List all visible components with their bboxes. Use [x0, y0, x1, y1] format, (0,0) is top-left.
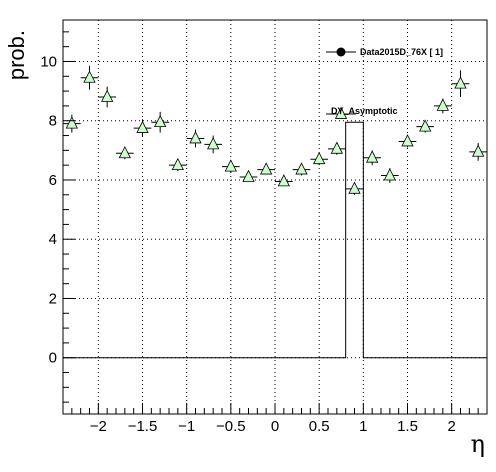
y-tick-label: 4: [49, 231, 57, 248]
data-point: [133, 119, 152, 138]
x-tick-label: −1: [178, 418, 195, 435]
data-point: [116, 145, 134, 160]
data-points: [63, 65, 487, 195]
triangle-marker: [330, 141, 343, 154]
triangle-marker: [348, 181, 361, 194]
legend: Data2015D_76X [ 1] DY_Asymptotic: [326, 47, 443, 119]
legend-entry-data: Data2015D_76X [ 1]: [326, 47, 443, 57]
triangle-marker: [295, 162, 308, 175]
legend-circle-marker: [336, 47, 346, 57]
x-tick-label: 1: [359, 418, 367, 435]
data-point: [63, 114, 81, 133]
y-tick-label: 0: [49, 350, 57, 367]
data-point: [328, 141, 346, 155]
tick-labels: −2 −1.5 −1 −0.5 0 0.5 1 1.5 2 0 2 4 6 8 10: [40, 53, 456, 435]
y-tick-label: 8: [49, 113, 57, 130]
data-point: [292, 162, 311, 176]
data-point: [416, 119, 434, 133]
y-tick-label: 2: [49, 290, 57, 307]
data-point: [151, 111, 169, 133]
data-point: [381, 168, 399, 183]
data-point: [239, 169, 258, 182]
data-point: [222, 159, 240, 173]
data-point: [310, 151, 328, 166]
data-point: [345, 181, 364, 195]
triangle-marker: [472, 144, 485, 157]
x-tick-label: −0.5: [216, 418, 246, 435]
triangle-marker: [189, 131, 202, 144]
legend-entry-dy-asymptotic: DY_Asymptotic: [326, 106, 398, 119]
x-tick-label: −2: [90, 418, 107, 435]
data-point: [204, 135, 222, 154]
legend-triangle-marker: [334, 106, 348, 119]
data-point: [80, 65, 99, 90]
x-axis-label: η: [471, 430, 485, 458]
triangle-marker: [224, 159, 237, 172]
data-point: [257, 162, 275, 175]
triangle-marker: [277, 174, 290, 187]
triangle-marker: [419, 119, 432, 132]
data-point: [398, 134, 417, 148]
triangle-marker: [207, 137, 220, 150]
triangle-marker: [401, 134, 414, 147]
x-tick-label: 0.5: [309, 418, 330, 435]
legend-label: Data2015D_76X [ 1]: [360, 47, 443, 57]
x-tick-label: −1.5: [128, 418, 158, 435]
triangle-marker: [242, 169, 255, 182]
triangle-marker: [171, 157, 184, 171]
y-axis-label: prob.: [4, 30, 29, 80]
triangle-marker: [65, 116, 78, 129]
triangle-marker: [136, 120, 149, 133]
axis-ticks: [63, 31, 488, 414]
x-tick-label: 1.5: [397, 418, 418, 435]
data-point: [186, 129, 205, 148]
x-tick-label: 2: [447, 418, 455, 435]
data-point: [275, 174, 293, 187]
triangle-marker: [313, 151, 326, 165]
triangle-marker: [118, 145, 131, 159]
triangle-marker: [83, 70, 96, 83]
data-point: [469, 142, 487, 161]
histogram-step: [63, 121, 487, 359]
data-point: [98, 86, 116, 108]
legend-label: DY_Asymptotic: [331, 106, 398, 116]
y-tick-label: 10: [40, 53, 57, 70]
triangle-marker: [101, 89, 114, 102]
data-point: [451, 70, 470, 98]
triangle-marker: [454, 76, 467, 89]
data-point: [169, 157, 187, 172]
data-point: [363, 150, 381, 166]
triangle-marker: [436, 98, 449, 111]
triangle-marker: [260, 162, 273, 175]
triangle-marker: [383, 168, 396, 181]
data-point: [434, 98, 452, 114]
x-tick-label: 0: [271, 418, 279, 435]
triangle-marker: [366, 150, 379, 163]
y-tick-label: 6: [49, 172, 57, 189]
histogram-line: [63, 121, 487, 359]
triangle-marker: [154, 114, 167, 128]
